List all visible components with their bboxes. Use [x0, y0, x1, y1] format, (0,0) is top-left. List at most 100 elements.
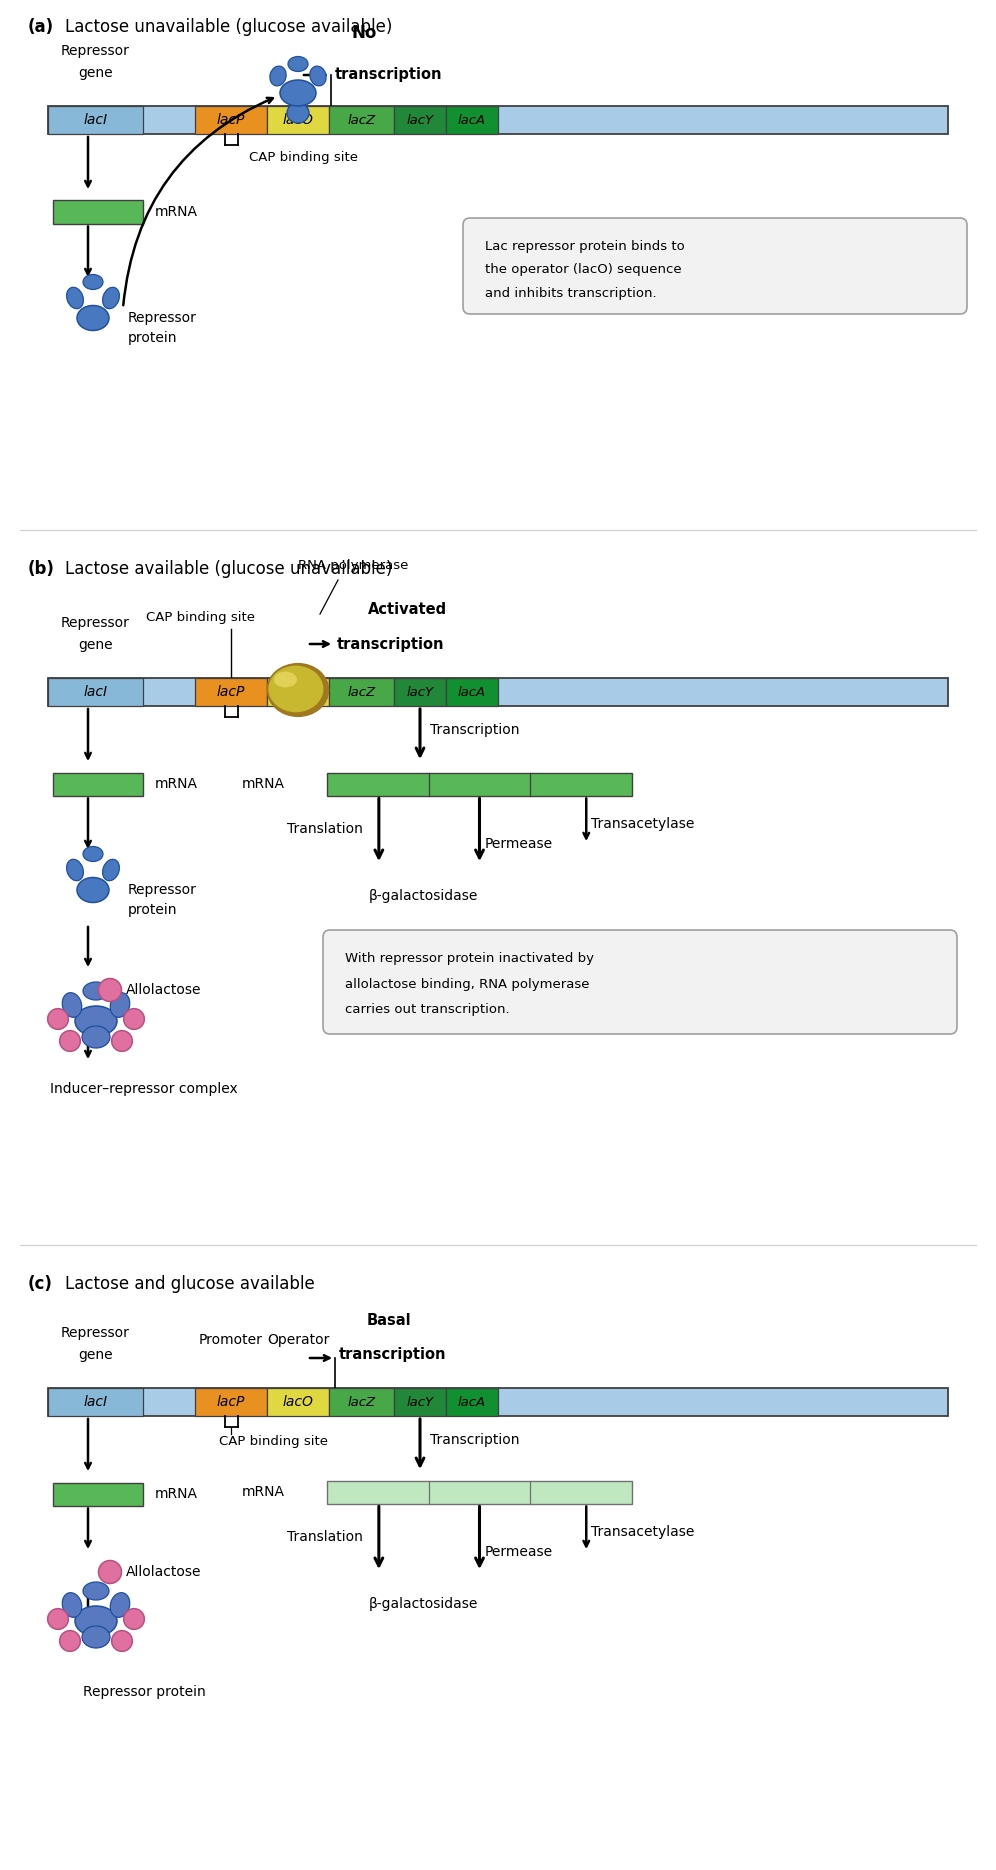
Text: No: No	[352, 24, 376, 41]
Text: lacA: lacA	[458, 1395, 486, 1408]
Text: Operator: Operator	[267, 1333, 330, 1346]
Text: Transacetylase: Transacetylase	[592, 817, 694, 830]
Text: lacY: lacY	[406, 114, 433, 127]
Text: Repressor: Repressor	[128, 310, 197, 325]
Ellipse shape	[111, 1593, 129, 1618]
Ellipse shape	[103, 860, 120, 881]
Text: Lactose unavailable (glucose available): Lactose unavailable (glucose available)	[65, 19, 392, 36]
Bar	[329, 107, 394, 135]
Text: lacZ: lacZ	[348, 1395, 375, 1408]
Text: mRNA: mRNA	[155, 778, 198, 791]
Text: transcription: transcription	[337, 636, 444, 651]
Circle shape	[99, 978, 122, 1002]
Text: mRNA: mRNA	[155, 206, 198, 219]
Bar	[267, 107, 329, 135]
Text: lacY: lacY	[406, 1395, 433, 1408]
Text: With repressor protein inactivated by: With repressor protein inactivated by	[345, 952, 594, 965]
Text: gene: gene	[79, 638, 113, 653]
Bar	[48, 1388, 143, 1416]
Text: Permease: Permease	[484, 1545, 553, 1560]
Bar	[446, 679, 498, 707]
Ellipse shape	[83, 982, 109, 1000]
Text: lacA: lacA	[458, 686, 486, 699]
Ellipse shape	[268, 664, 329, 716]
Text: Transcription: Transcription	[430, 1432, 520, 1447]
Ellipse shape	[63, 993, 82, 1017]
Circle shape	[60, 1631, 81, 1651]
Text: Promoter: Promoter	[199, 1333, 263, 1346]
Bar	[394, 679, 446, 707]
Text: carries out transcription.: carries out transcription.	[345, 1004, 510, 1017]
Text: Basal: Basal	[367, 1313, 411, 1328]
Text: lacA: lacA	[458, 114, 486, 127]
Ellipse shape	[77, 877, 109, 903]
Text: (c): (c)	[28, 1275, 53, 1292]
Ellipse shape	[77, 305, 109, 331]
Text: lacO: lacO	[283, 1395, 314, 1408]
Ellipse shape	[67, 288, 84, 309]
Bar	[394, 107, 446, 135]
Text: Translation: Translation	[287, 823, 363, 836]
Ellipse shape	[83, 847, 103, 862]
Bar	[446, 1388, 498, 1416]
Text: Repressor: Repressor	[61, 1326, 129, 1341]
Circle shape	[99, 1560, 122, 1584]
Bar	[446, 107, 498, 135]
Circle shape	[48, 1608, 69, 1629]
Ellipse shape	[75, 1606, 117, 1636]
Bar	[327, 1481, 632, 1503]
Ellipse shape	[82, 1627, 110, 1647]
Text: Lac repressor protein binds to: Lac repressor protein binds to	[485, 239, 684, 252]
Bar	[394, 1388, 446, 1416]
Text: lacZ: lacZ	[348, 114, 375, 127]
Text: Transacetylase: Transacetylase	[592, 1526, 694, 1539]
Bar	[267, 679, 329, 707]
Text: transcription: transcription	[339, 1348, 446, 1363]
Circle shape	[124, 1608, 144, 1629]
Text: lacP: lacP	[217, 112, 245, 127]
Bar	[53, 200, 143, 224]
Text: CAP binding site: CAP binding site	[146, 611, 255, 625]
Text: RNA polymerase: RNA polymerase	[298, 559, 408, 572]
Text: lacP: lacP	[217, 1395, 245, 1408]
Ellipse shape	[67, 860, 84, 881]
Text: (a): (a)	[28, 19, 54, 36]
Text: Repressor protein: Repressor protein	[83, 1685, 206, 1700]
Bar	[195, 107, 267, 135]
Circle shape	[48, 1008, 69, 1028]
Circle shape	[112, 1030, 132, 1051]
Ellipse shape	[103, 288, 120, 309]
Ellipse shape	[287, 103, 309, 123]
Text: CAP binding site: CAP binding site	[249, 151, 358, 165]
Text: Activated: Activated	[368, 602, 447, 617]
Bar	[48, 679, 948, 707]
Ellipse shape	[268, 666, 325, 712]
Text: Allolactose: Allolactose	[126, 984, 201, 997]
Text: mRNA: mRNA	[242, 778, 285, 791]
Bar	[53, 772, 143, 795]
Ellipse shape	[83, 1582, 109, 1601]
Bar	[195, 679, 267, 707]
Text: lacO: lacO	[283, 684, 314, 699]
Text: protein: protein	[128, 331, 177, 344]
Text: transcription: transcription	[335, 67, 442, 82]
Text: Repressor: Repressor	[61, 615, 129, 630]
Bar	[267, 1388, 329, 1416]
Bar	[329, 1388, 394, 1416]
Text: Repressor: Repressor	[128, 883, 197, 898]
Ellipse shape	[63, 1593, 82, 1618]
Bar	[195, 1388, 267, 1416]
Text: lacY: lacY	[406, 686, 433, 699]
Text: lacI: lacI	[84, 112, 108, 127]
Ellipse shape	[83, 275, 103, 290]
Text: lacP: lacP	[217, 684, 245, 699]
Text: lacI: lacI	[84, 684, 108, 699]
Text: β-galactosidase: β-galactosidase	[369, 888, 478, 903]
Text: lacO: lacO	[283, 112, 314, 127]
FancyBboxPatch shape	[463, 219, 967, 314]
Bar	[329, 679, 394, 707]
Text: Translation: Translation	[287, 1530, 363, 1545]
Ellipse shape	[111, 993, 129, 1017]
Text: protein: protein	[128, 903, 177, 916]
Circle shape	[124, 1008, 144, 1028]
